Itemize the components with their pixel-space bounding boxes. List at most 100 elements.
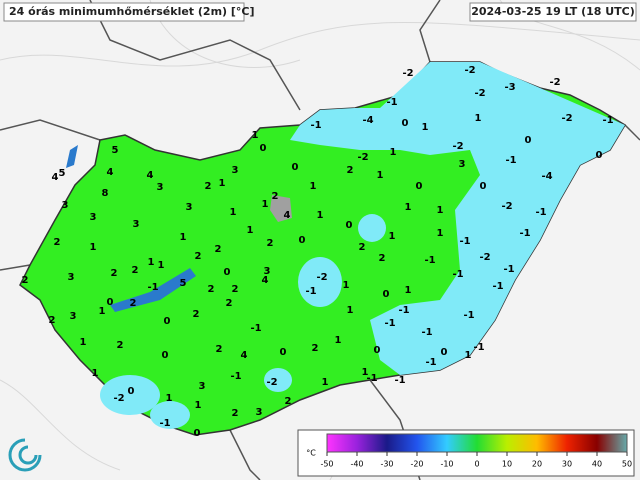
station-value: 1 <box>247 225 254 236</box>
station-value: 1 <box>317 210 324 221</box>
station-value: 3 <box>186 202 193 213</box>
station-value: 3 <box>264 266 271 277</box>
station-value: 2 <box>232 284 239 295</box>
station-value: -2 <box>113 393 124 404</box>
station-value: 1 <box>158 260 165 271</box>
colorbar-tick-label: -10 <box>440 460 453 469</box>
station-value: 1 <box>148 257 155 268</box>
station-value: -2 <box>474 88 485 99</box>
station-value: -1 <box>394 375 405 386</box>
station-value: -1 <box>398 305 409 316</box>
station-value: 3 <box>90 212 97 223</box>
station-value: -2 <box>266 377 277 388</box>
station-value: 1 <box>252 130 259 141</box>
station-value: 0 <box>260 143 267 154</box>
station-value: 4 <box>284 210 291 221</box>
station-value: 1 <box>90 242 97 253</box>
station-value: 0 <box>194 428 201 439</box>
station-value: 1 <box>322 377 329 388</box>
colorbar-unit: °C <box>306 449 316 458</box>
station-value: 2 <box>347 165 354 176</box>
title-box <box>3 2 245 22</box>
station-value: 0 <box>224 267 231 278</box>
station-value: 1 <box>166 393 173 404</box>
colorbar-tick-label: 30 <box>562 460 572 469</box>
station-value: 1 <box>99 306 106 317</box>
station-value: 0 <box>480 181 487 192</box>
station-value: -1 <box>366 373 377 384</box>
timestamp: 2024-03-25 19 LT (18 UTC) <box>471 5 635 18</box>
station-value: 1 <box>389 231 396 242</box>
station-value: 2 <box>117 340 124 351</box>
station-value: 0 <box>280 347 287 358</box>
station-value: 0 <box>441 347 448 358</box>
station-value: 3 <box>459 159 466 170</box>
station-value: -1 <box>384 318 395 329</box>
station-value: 4 <box>262 275 269 286</box>
station-value: 1 <box>219 178 226 189</box>
colorbar-tick-label: 40 <box>592 460 602 469</box>
station-value: -1 <box>473 342 484 353</box>
station-value: -1 <box>505 155 516 166</box>
station-value: 2 <box>130 298 137 309</box>
station-value: 2 <box>379 253 386 264</box>
map-title: 24 órás minimumhőmérséklet (2m) [°C] <box>9 5 255 18</box>
station-value: 2 <box>49 315 56 326</box>
colorbar-tick-label: 50 <box>622 460 632 469</box>
station-value: -1 <box>230 371 241 382</box>
station-value: 1 <box>80 337 87 348</box>
colorbar-tick-label: -50 <box>320 460 333 469</box>
station-value: 3 <box>70 311 77 322</box>
station-value: 3 <box>157 182 164 193</box>
station-value: -2 <box>357 152 368 163</box>
station-value: 2 <box>215 244 222 255</box>
station-value: 2 <box>132 265 139 276</box>
station-value: 1 <box>475 113 482 124</box>
station-value: 0 <box>162 350 169 361</box>
station-value: 1 <box>347 305 354 316</box>
station-value: -1 <box>452 269 463 280</box>
station-value: -1 <box>386 97 397 108</box>
colorbar-tick-label: -40 <box>350 460 363 469</box>
station-value: 0 <box>383 289 390 300</box>
station-value: 0 <box>292 162 299 173</box>
station-value: 2 <box>205 181 212 192</box>
station-value: -2 <box>402 68 413 79</box>
station-value: 1 <box>262 199 269 210</box>
station-value: 1 <box>362 367 369 378</box>
station-value: 5 <box>180 278 187 289</box>
station-value: -1 <box>503 264 514 275</box>
station-value: -1 <box>463 310 474 321</box>
station-value: 3 <box>68 272 75 283</box>
city-area <box>270 195 292 222</box>
station-value: 0 <box>402 118 409 129</box>
station-value: 3 <box>256 407 263 418</box>
station-value: 0 <box>164 316 171 327</box>
station-value: 2 <box>54 237 61 248</box>
station-value: -1 <box>459 236 470 247</box>
time-box <box>469 2 637 22</box>
station-value: -1 <box>250 323 261 334</box>
station-value: 1 <box>310 181 317 192</box>
colorbar-tick-label: 0 <box>474 460 479 469</box>
station-value: 4 <box>52 172 59 183</box>
station-value: -2 <box>549 77 560 88</box>
station-value: 2 <box>208 284 215 295</box>
station-value: 0 <box>107 297 114 308</box>
station-value: 2 <box>216 344 223 355</box>
station-value: 1 <box>437 228 444 239</box>
station-value: 1 <box>405 202 412 213</box>
station-value: 3 <box>62 200 69 211</box>
station-value: 4 <box>147 170 154 181</box>
station-value: 2 <box>226 298 233 309</box>
station-value: 1 <box>465 350 472 361</box>
station-value: -3 <box>504 82 515 93</box>
station-value: 0 <box>299 235 306 246</box>
station-value: -1 <box>147 282 158 293</box>
station-value: 0 <box>128 386 135 397</box>
station-value: -2 <box>501 201 512 212</box>
station-value: -1 <box>310 120 321 131</box>
station-value: 2 <box>232 408 239 419</box>
